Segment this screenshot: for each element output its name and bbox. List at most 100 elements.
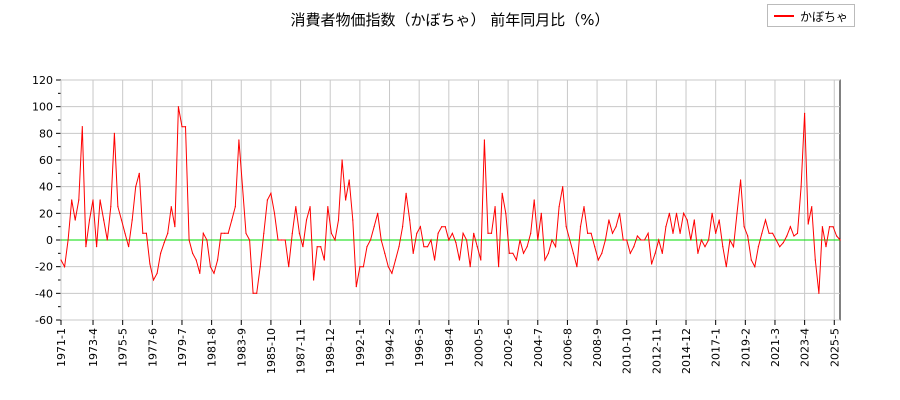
data-point [124, 232, 126, 234]
data-point [530, 232, 532, 234]
data-point [779, 246, 781, 248]
data-point [209, 266, 212, 268]
data-point [152, 279, 155, 281]
data-point [313, 279, 315, 281]
data-point [156, 272, 158, 274]
data-point [668, 212, 671, 214]
data-point [594, 246, 596, 248]
data-point [590, 232, 592, 234]
data-point [423, 246, 425, 248]
data-point [81, 126, 83, 128]
x-tick-label: 1998-4 [443, 328, 456, 367]
data-point [828, 226, 831, 228]
data-point [764, 219, 767, 221]
data-point [675, 212, 678, 214]
y-tick-label: 40 [39, 181, 53, 194]
data-point [643, 239, 646, 241]
x-tick-label: 1992-1 [354, 328, 367, 367]
y-tick-label: -40 [35, 287, 53, 300]
x-tick-label: 2006-8 [561, 328, 574, 367]
data-point [519, 239, 521, 241]
data-point [551, 239, 553, 241]
data-point [412, 252, 414, 254]
data-point [231, 219, 233, 221]
data-point [786, 235, 788, 237]
data-point [323, 259, 325, 261]
data-point [686, 219, 688, 221]
data-point [341, 159, 343, 161]
data-point [291, 232, 293, 234]
data-point [604, 239, 606, 241]
data-point [544, 259, 546, 261]
data-point [213, 272, 215, 274]
data-point [398, 246, 400, 248]
data-point [469, 266, 471, 268]
data-point [117, 206, 119, 208]
x-tick-label: 1977-6 [146, 328, 159, 367]
data-point [103, 219, 105, 221]
x-tick-label: 1985-10 [265, 328, 278, 374]
y-tick-label: 80 [39, 127, 53, 140]
legend-swatch [774, 15, 794, 17]
data-point [800, 186, 802, 188]
data-point [505, 212, 507, 214]
data-point [579, 226, 582, 228]
data-point [473, 232, 475, 234]
data-point [480, 259, 482, 261]
data-point [167, 232, 169, 234]
data-point [672, 232, 674, 234]
x-tick-label: 2017-1 [710, 328, 723, 367]
data-point [380, 239, 382, 241]
data-point [227, 232, 229, 234]
data-point [640, 239, 642, 241]
y-tick-label: -20 [35, 261, 53, 274]
x-tick-label: 2010-10 [621, 328, 634, 374]
data-point [88, 219, 91, 221]
data-point [163, 242, 165, 244]
x-tick-label: 2012-11 [650, 328, 663, 374]
data-point [316, 246, 318, 248]
x-tick-label: 2002-6 [502, 328, 515, 367]
data-point [782, 242, 784, 244]
data-point [384, 252, 386, 254]
data-point [74, 219, 76, 221]
data-point [537, 239, 539, 241]
data-point [739, 179, 742, 181]
data-point [697, 252, 699, 254]
data-point [266, 199, 268, 201]
x-tick-label: 2021-3 [769, 328, 782, 367]
data-point [78, 199, 80, 201]
data-point [558, 206, 560, 208]
data-point [494, 206, 496, 208]
x-tick-label: 1971-1 [55, 328, 68, 367]
x-tick-label: 1989-12 [324, 328, 337, 374]
data-point [498, 266, 500, 268]
data-point [576, 266, 578, 268]
data-point [444, 226, 446, 228]
data-point [811, 206, 813, 208]
data-point [234, 206, 236, 208]
data-point [836, 235, 838, 237]
data-point [391, 272, 393, 274]
data-point [750, 259, 752, 261]
data-point [487, 232, 489, 234]
data-point [135, 186, 137, 188]
data-point [522, 252, 525, 254]
data-point [184, 126, 187, 128]
data-point [387, 266, 389, 268]
data-point [633, 246, 635, 248]
data-point [715, 232, 717, 234]
data-point [533, 199, 535, 201]
data-point [501, 192, 503, 194]
data-point [433, 259, 436, 261]
data-point [263, 232, 265, 234]
x-tick-label: 1987-11 [295, 328, 308, 374]
data-point [729, 239, 731, 241]
data-point [220, 232, 222, 234]
y-tick-label: 20 [39, 207, 53, 220]
x-tick-label: 1983-9 [235, 328, 248, 367]
data-point [622, 239, 624, 241]
x-tick-label: 1979-7 [176, 328, 189, 367]
data-point [63, 266, 66, 268]
y-tick-label: 100 [32, 101, 53, 114]
